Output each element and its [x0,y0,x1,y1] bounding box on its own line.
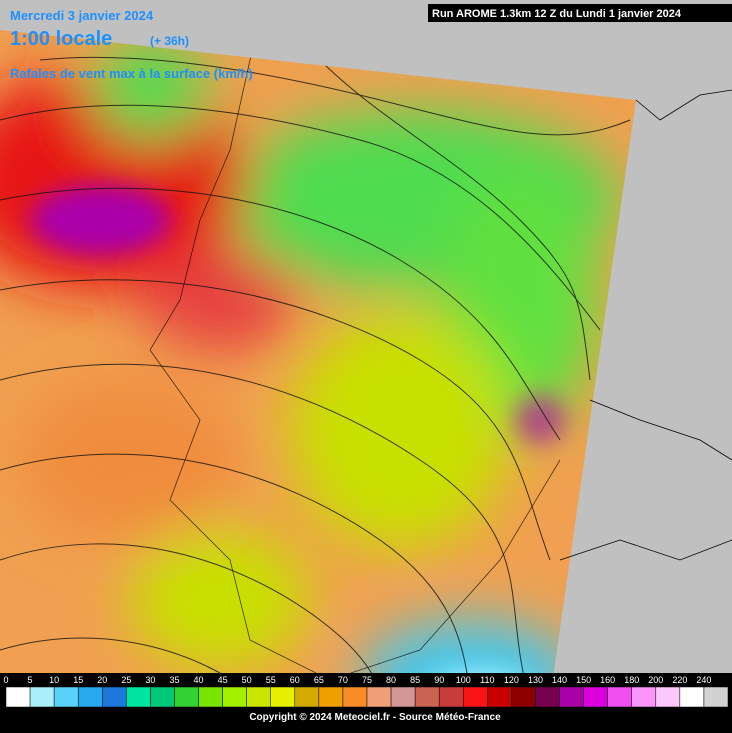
legend-swatch [438,686,464,708]
legend-swatch [222,686,247,708]
legend-label: 160 [600,675,615,685]
legend-label: 85 [410,675,420,685]
legend-label: 150 [576,675,591,685]
legend-label: 45 [218,675,228,685]
legend-swatch [318,686,344,708]
legend-swatch [77,686,103,708]
legend-label: 110 [480,675,494,685]
legend-swatch [703,686,729,708]
borders [559,89,732,561]
legend-label: 30 [145,675,155,685]
legend-swatch [270,686,296,708]
legend-swatch [29,686,55,708]
legend-label: 50 [242,675,252,685]
legend-label: 65 [314,675,324,685]
legend-swatch [294,686,320,708]
legend-swatch [487,686,512,708]
run-box [428,4,732,22]
date: Mercredi 3 janvier 2024 [10,8,154,23]
legend-swatch [102,686,127,708]
legend-swatch [559,686,584,708]
legend-swatch [246,686,271,708]
legend-swatch [679,686,705,708]
legend-swatch [150,686,175,708]
legend-label: 0 [3,675,8,685]
legend-label: 75 [362,675,372,685]
legend-swatch [511,686,536,708]
legend-label: 120 [504,675,519,685]
legend-label: 100 [456,675,471,685]
legend-label: 80 [386,675,396,685]
legend-label: 25 [121,675,131,685]
copyright: Copyright © 2024 Meteociel.fr - Source M… [249,712,501,723]
legend-swatch [414,686,440,708]
legend-label: 200 [648,675,663,685]
legend: 0 5 10 15 20 25 30 35 40 45 50 55 60 65 70 75 80 85 90 100 1… [3,675,729,708]
legend-swatch [5,686,31,708]
legend-swatch [583,686,608,708]
legend-label: 40 [194,675,204,685]
legend-swatch [366,686,392,708]
local-time: 1:00 locale [10,28,112,50]
legend-swatch [463,686,488,708]
legend-label: 130 [528,675,543,685]
legend-label: 90 [434,675,444,685]
legend-swatch [174,686,199,708]
legend-label: 140 [552,675,567,685]
legend-swatch [607,686,632,708]
legend-label: 15 [73,675,83,685]
legend-label: 180 [624,675,639,685]
legend-label: 70 [338,675,348,685]
legend-label: 60 [290,675,300,685]
lead-time: (+ 36h) [150,34,189,48]
legend-label: 35 [169,675,179,685]
legend-swatch [535,686,560,708]
run-label: Run AROME 1.3km 12 Z du Lundi 1 janvier … [432,8,682,20]
legend-label: 220 [672,675,687,685]
legend-label: 55 [266,675,276,685]
legend-swatch [198,686,223,708]
legend-label: 20 [97,675,107,685]
legend-label: 10 [49,675,59,685]
legend-label: 5 [28,675,33,685]
legend-swatch [53,686,79,708]
legend-swatch [655,686,681,708]
legend-swatch [342,686,368,708]
legend-swatch [390,686,416,708]
legend-swatch [126,686,151,708]
parameter: Rafales de vent max à la surface (km/h) [10,66,253,81]
legend-label: 240 [696,675,711,685]
legend-swatch [631,686,657,708]
